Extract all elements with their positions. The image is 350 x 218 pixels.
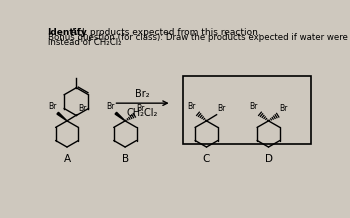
Text: Br: Br	[136, 104, 144, 113]
Text: C: C	[203, 154, 210, 164]
Text: A: A	[63, 154, 71, 164]
Text: Bonus question (for class): Draw the products expected if water were added: Bonus question (for class): Draw the pro…	[48, 33, 350, 42]
Text: CH₂Cl₂: CH₂Cl₂	[127, 108, 158, 118]
Text: Br: Br	[48, 102, 56, 111]
Text: Br: Br	[106, 102, 114, 111]
Text: ALL products expected from this reaction.: ALL products expected from this reaction…	[68, 28, 260, 37]
Text: Br₂: Br₂	[135, 89, 150, 99]
Text: Br: Br	[279, 104, 288, 113]
Text: Br: Br	[217, 104, 226, 113]
Polygon shape	[115, 112, 125, 121]
Polygon shape	[57, 112, 67, 121]
Text: Identify: Identify	[48, 28, 88, 37]
Text: Br: Br	[78, 104, 86, 113]
Text: instead of CH₂Cl₂: instead of CH₂Cl₂	[48, 38, 121, 47]
Text: B: B	[121, 154, 129, 164]
Text: Br: Br	[249, 102, 258, 111]
Bar	[183, 76, 311, 144]
Text: D: D	[265, 154, 273, 164]
Text: Br: Br	[187, 102, 196, 111]
